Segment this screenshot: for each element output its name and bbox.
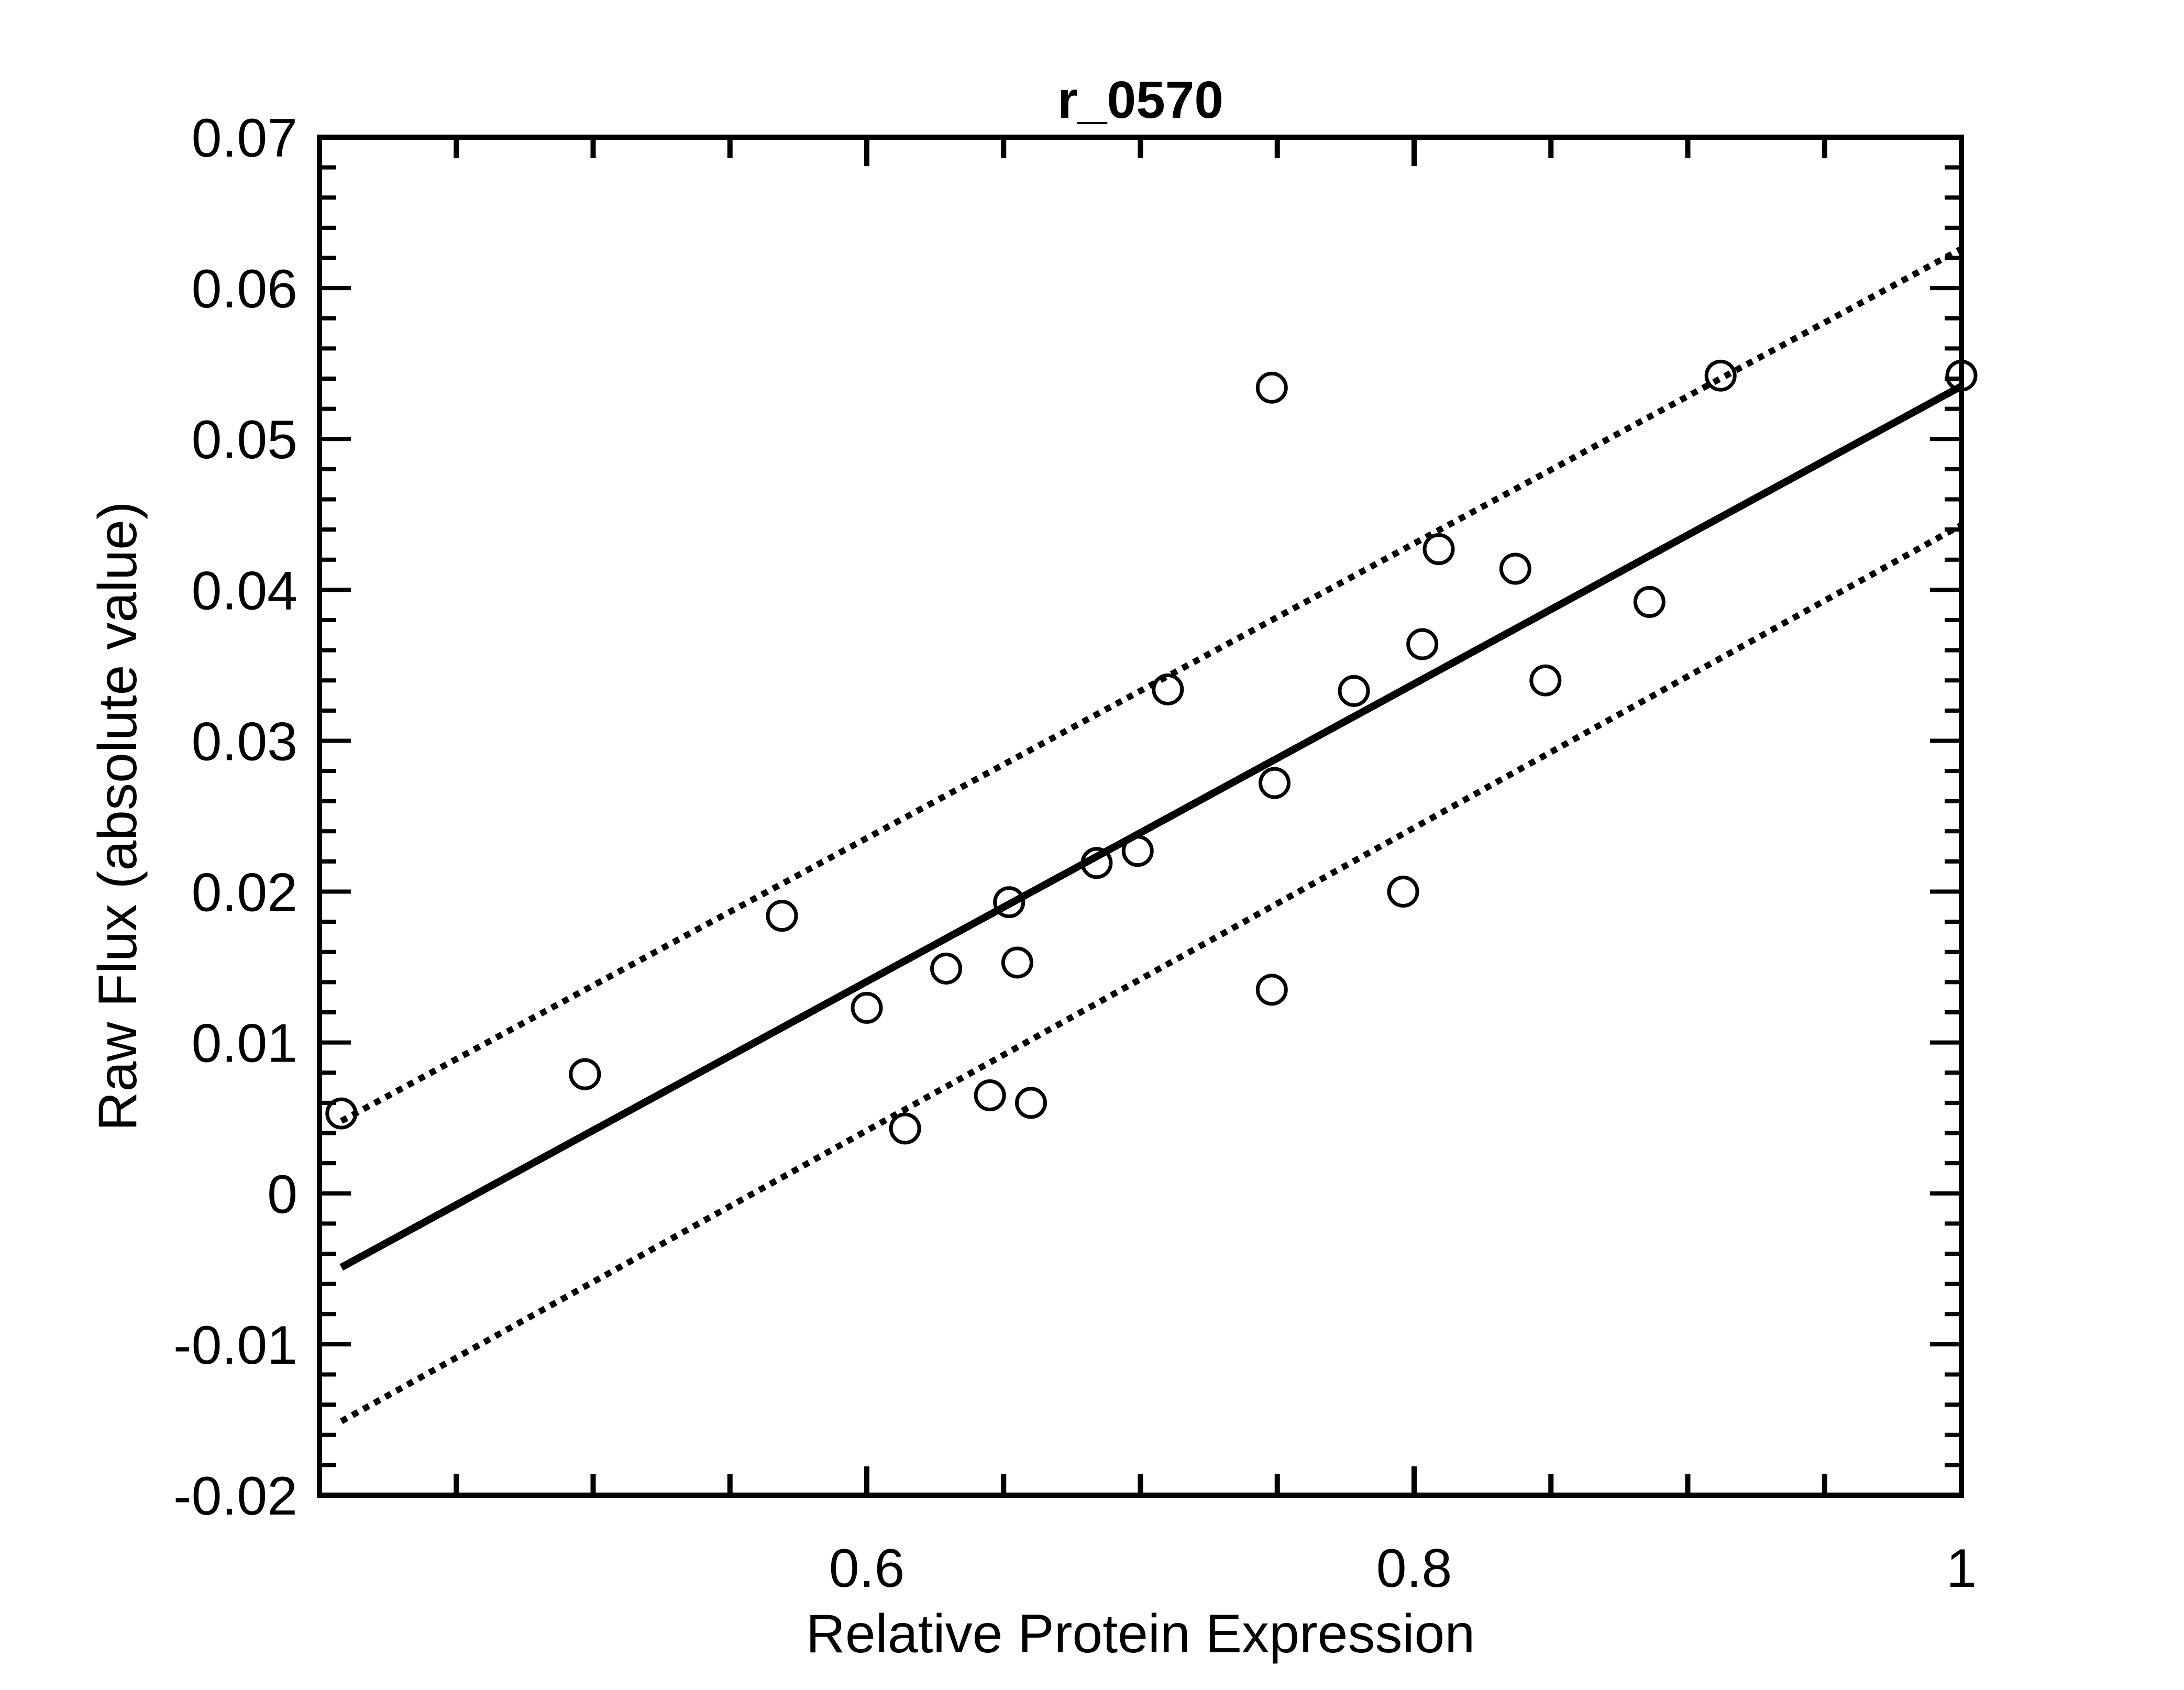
fit-line bbox=[339, 383, 1964, 1271]
x-tick-label: 0.6 bbox=[829, 1538, 905, 1599]
major-ticks bbox=[319, 137, 1961, 1495]
data-point bbox=[569, 1058, 601, 1090]
y-tick-label: -0.01 bbox=[173, 1315, 297, 1376]
y-tick-label: 0.05 bbox=[192, 410, 297, 470]
y-tick-label: 0.07 bbox=[192, 108, 297, 169]
fit-line-group bbox=[339, 383, 1964, 1271]
data-point bbox=[1387, 876, 1419, 908]
data-point bbox=[1255, 371, 1288, 404]
y-tick-label: -0.02 bbox=[173, 1466, 297, 1527]
y-tick-label: 0.04 bbox=[192, 560, 297, 621]
confidence-bands bbox=[339, 246, 1963, 1424]
chart-title: r_0570 bbox=[1057, 71, 1223, 129]
data-point bbox=[851, 991, 883, 1024]
data-point bbox=[1633, 586, 1665, 618]
data-point bbox=[766, 900, 798, 932]
data-points bbox=[325, 359, 1978, 1145]
x-tick-labels: 0.6 0.8 1 bbox=[829, 1538, 1977, 1599]
data-point bbox=[1499, 553, 1531, 585]
x-tick-label: 0.8 bbox=[1376, 1538, 1452, 1599]
data-point bbox=[1259, 767, 1291, 799]
data-point bbox=[1255, 974, 1288, 1006]
y-axis-title: Raw Flux (absolute value) bbox=[87, 501, 148, 1131]
plot-frame bbox=[317, 135, 1964, 1498]
y-tick-label: 0.01 bbox=[192, 1013, 297, 1074]
data-point bbox=[1152, 673, 1184, 705]
data-point bbox=[889, 1112, 921, 1145]
data-point bbox=[1001, 946, 1033, 979]
y-tick-label: 0.06 bbox=[192, 259, 297, 319]
data-point bbox=[1015, 1087, 1047, 1119]
data-point bbox=[930, 952, 963, 985]
confidence-band-lower bbox=[339, 522, 1963, 1424]
data-point bbox=[993, 886, 1025, 919]
data-point bbox=[325, 1097, 358, 1130]
y-tick-label: 0 bbox=[267, 1164, 297, 1225]
data-point bbox=[974, 1079, 1006, 1112]
data-point bbox=[1338, 675, 1370, 707]
minor-ticks bbox=[319, 137, 1961, 1495]
data-point bbox=[1529, 664, 1562, 697]
data-point bbox=[1406, 628, 1439, 660]
data-point bbox=[1704, 359, 1737, 392]
data-point bbox=[1121, 835, 1154, 867]
x-tick-label: 1 bbox=[1946, 1538, 1977, 1599]
y-tick-labels: -0.02 -0.01 0 0.01 0.02 0.03 0.04 0.05 0.06 0.07 bbox=[173, 108, 297, 1527]
data-point bbox=[1422, 533, 1455, 566]
x-axis-title: Relative Protein Expression bbox=[806, 1604, 1475, 1664]
y-tick-label: 0.02 bbox=[192, 863, 297, 923]
y-tick-label: 0.03 bbox=[192, 711, 297, 772]
confidence-band-upper bbox=[339, 246, 1963, 1124]
data-point bbox=[1080, 847, 1113, 879]
